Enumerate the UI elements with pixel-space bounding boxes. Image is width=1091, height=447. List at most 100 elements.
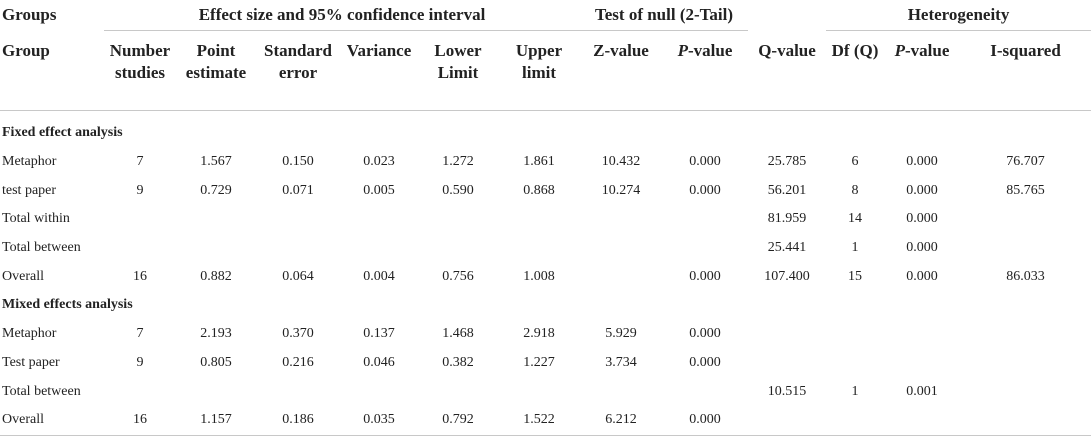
table-cell: 0.071 (282, 182, 314, 198)
table-row: Metaphor 7 2.193 0.370 0.137 1.468 2.918 5.929 0… (0, 320, 1091, 349)
table-cell: 0.868 (523, 182, 555, 198)
table-cell (884, 320, 960, 349)
table-cell (884, 405, 961, 436)
section-header-row: Fixed effect analysis (0, 111, 1091, 148)
table-row: Total within 81.959 14 0.000 (0, 205, 1091, 234)
table-cell: 56.201 (767, 182, 807, 198)
col-q-value: Q-value (748, 30, 827, 111)
table-cell: 6 (851, 154, 859, 170)
section-header-row: Mixed effects analysis (0, 291, 1091, 320)
table-cell (256, 205, 340, 234)
table-cell (826, 349, 884, 378)
table-cell: 1.008 (523, 268, 555, 284)
table-cell: 0.000 (689, 268, 721, 284)
groups-heading: Groups (2, 5, 57, 25)
table-cell (580, 262, 662, 291)
table-cell: 25.441 (767, 240, 807, 256)
table-cell: 0.000 (689, 182, 721, 198)
table-cell: 85.765 (1006, 182, 1045, 198)
table-cell (662, 234, 748, 263)
header-group-row: Groups Effect size and 95% confidence in… (0, 0, 1091, 31)
table-cell (104, 234, 176, 263)
table-cell: 0.035 (340, 405, 418, 436)
table-cell: 0.000 (689, 326, 721, 342)
table-cell: 2.193 (200, 326, 232, 342)
table-cell: 7 (136, 154, 144, 170)
table-cell: 0.882 (200, 268, 232, 284)
col-upper-limit: Upper limit (498, 30, 580, 111)
table-cell: 10.515 (767, 383, 807, 399)
table-cell: 0.137 (363, 326, 395, 342)
table-cell (748, 405, 827, 436)
col-group: Group (0, 30, 104, 111)
table-cell: 0.000 (906, 268, 938, 284)
table-cell (748, 349, 826, 378)
table-cell: 10.274 (601, 182, 641, 198)
table-cell: 1.861 (523, 154, 555, 170)
table-cell: 1.157 (176, 405, 256, 436)
table-cell (104, 377, 176, 406)
table-cell (340, 205, 418, 234)
col-point-estimate: Point estimate (176, 30, 256, 111)
table-row: Overall 16 1.157 0.186 0.035 0.792 1.522 6.212 0… (0, 405, 1091, 436)
table-cell: 1.272 (442, 154, 474, 170)
table-cell (418, 234, 498, 263)
table-cell: 0.729 (200, 182, 232, 198)
heterogeneity-heading: Heterogeneity (826, 0, 1091, 31)
effect-size-heading: Effect size and 95% confidence interval (104, 0, 580, 31)
table-cell (104, 205, 176, 234)
test-null-heading: Test of null (2-Tail) (580, 0, 749, 31)
table-cell (662, 377, 748, 406)
col-number-studies: Number studies (104, 30, 176, 111)
table-cell (498, 205, 580, 234)
table-body: Fixed effect analysis Metaphor 7 1.567 0.150… (0, 111, 1091, 436)
table-row: Metaphor 7 1.567 0.150 0.023 1.272 1.861 10.432… (0, 148, 1091, 177)
table-cell: 5.929 (605, 326, 637, 342)
table-cell: 1.227 (523, 354, 555, 370)
row-label: Total between (2, 383, 81, 399)
col-lower-limit: Lower Limit (418, 30, 498, 111)
table-cell (256, 377, 340, 406)
table-cell: 0.000 (906, 211, 938, 227)
table-cell (960, 234, 1091, 263)
table-cell: 14 (848, 211, 863, 227)
table-row: Test paper 9 0.805 0.216 0.046 0.382 1.227 3.73… (0, 349, 1091, 378)
table-cell (960, 405, 1091, 436)
table-cell (498, 377, 580, 406)
row-label: Total within (2, 211, 70, 227)
table-cell (662, 205, 748, 234)
table-cell: 0.000 (906, 154, 938, 170)
table-cell: 7 (136, 326, 144, 342)
row-label: Metaphor (2, 154, 57, 170)
row-label: Overall (0, 405, 104, 436)
table-cell: 0.000 (689, 354, 721, 370)
table-cell: 1.522 (498, 405, 580, 436)
table-cell: 76.707 (1006, 154, 1045, 170)
table-cell: 1.468 (442, 326, 474, 342)
table-cell: 0.005 (363, 182, 395, 198)
col-variance: Variance (340, 30, 418, 111)
table-cell: 1 (851, 383, 859, 399)
table-cell: 6.212 (580, 405, 662, 436)
col-p-value: P-value (662, 30, 749, 111)
table-cell: 0.382 (442, 354, 474, 370)
table-cell: 1.567 (200, 154, 232, 170)
table-cell: 0.370 (282, 326, 314, 342)
col-z-value: Z-value (580, 30, 662, 111)
col-i-squared: I-squared (960, 30, 1091, 111)
table-cell: 9 (136, 354, 144, 370)
table-cell (826, 320, 884, 349)
table-cell: 10.432 (601, 154, 641, 170)
table-row: Overall 16 0.882 0.064 0.004 0.756 1.008 0.000 1… (0, 262, 1091, 291)
table-row: test paper 9 0.729 0.071 0.005 0.590 0.868 10.2… (0, 176, 1091, 205)
table-cell: 1 (851, 240, 859, 256)
section-title: Fixed effect analysis (2, 125, 123, 141)
table-cell: 0.590 (442, 182, 474, 198)
col-het-p-value: P-value (884, 30, 961, 111)
table-cell (418, 205, 498, 234)
table-cell: 86.033 (1006, 268, 1045, 284)
col-df-q: Df (Q) (826, 30, 885, 111)
header-column-row: Group Number studies Point estimate Standa… (0, 30, 1091, 111)
table-cell (748, 320, 826, 349)
table-cell (176, 377, 256, 406)
